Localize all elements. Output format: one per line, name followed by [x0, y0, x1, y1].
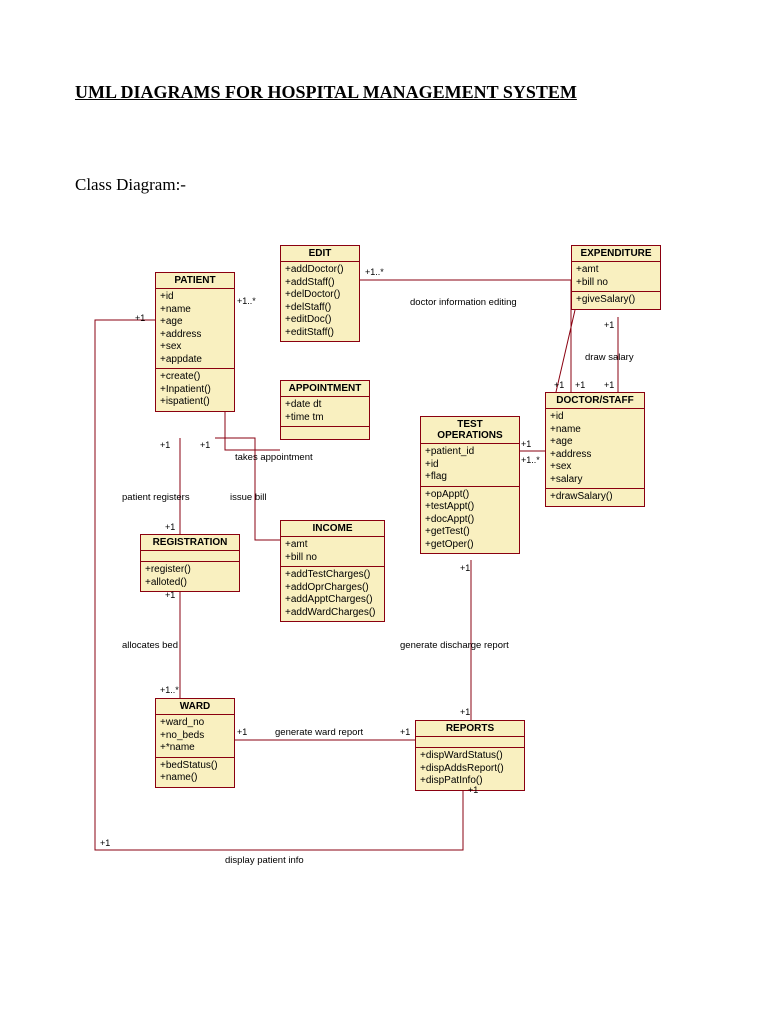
class-edit: EDIT +addDoctor() +addStaff() +delDoctor…: [280, 245, 360, 342]
class-title: EDIT: [281, 246, 359, 262]
multiplicity: +1..*: [521, 455, 540, 465]
class-attrs: [416, 737, 524, 748]
connector-layer: [0, 0, 768, 1024]
class-testops: TEST OPERATIONS +patient_id +id +flag +o…: [420, 416, 520, 554]
rel-label: generate discharge report: [400, 640, 509, 651]
class-attrs: +date dt +time tm: [281, 397, 369, 427]
class-ward: WARD +ward_no +no_beds +*name +bedStatus…: [155, 698, 235, 788]
class-title: REGISTRATION: [141, 535, 239, 551]
class-income: INCOME +amt +bill no +addTestCharges() +…: [280, 520, 385, 622]
multiplicity: +1: [160, 440, 170, 450]
class-ops: +dispWardStatus() +dispAddsReport() +dis…: [416, 748, 524, 790]
class-attrs: +amt +bill no: [572, 262, 660, 292]
multiplicity: +1: [100, 838, 110, 848]
rel-label: display patient info: [225, 855, 304, 866]
rel-label: issue bill: [230, 492, 266, 503]
multiplicity: +1: [135, 313, 145, 323]
class-ops: [281, 427, 369, 439]
multiplicity: +1: [575, 380, 585, 390]
class-ops: +bedStatus() +name(): [156, 758, 234, 787]
class-ops: +create() +Inpatient() +ispatient(): [156, 369, 234, 411]
class-title: WARD: [156, 699, 234, 715]
multiplicity: +1..*: [160, 685, 179, 695]
class-title: EXPENDITURE: [572, 246, 660, 262]
multiplicity: +1..*: [237, 296, 256, 306]
multiplicity: +1: [165, 590, 175, 600]
class-attrs: +amt +bill no: [281, 537, 384, 567]
class-title: REPORTS: [416, 721, 524, 737]
multiplicity: +1: [460, 563, 470, 573]
class-ops: +opAppt() +testAppt() +docAppt() +getTes…: [421, 487, 519, 554]
class-doctor: DOCTOR/STAFF +id +name +age +address +se…: [545, 392, 645, 507]
class-attrs: [141, 551, 239, 562]
rel-label: patient registers: [122, 492, 190, 503]
multiplicity: +1: [468, 785, 478, 795]
class-attrs: +patient_id +id +flag: [421, 444, 519, 487]
multiplicity: +1: [460, 707, 470, 717]
class-title: DOCTOR/STAFF: [546, 393, 644, 409]
class-title: INCOME: [281, 521, 384, 537]
class-ops: +addDoctor() +addStaff() +delDoctor() +d…: [281, 262, 359, 341]
class-registration: REGISTRATION +register() +alloted(): [140, 534, 240, 592]
class-attrs: +id +name +age +address +sex +salary: [546, 409, 644, 489]
multiplicity: +1: [165, 522, 175, 532]
class-ops: +drawSalary(): [546, 489, 644, 506]
multiplicity: +1: [400, 727, 410, 737]
rel-label: doctor information editing: [410, 297, 517, 308]
class-ops: +addTestCharges() +addOprCharges() +addA…: [281, 567, 384, 621]
page-root: UML DIAGRAMS FOR HOSPITAL MANAGEMENT SYS…: [0, 0, 768, 1024]
class-ops: +register() +alloted(): [141, 562, 239, 591]
class-attrs: +ward_no +no_beds +*name: [156, 715, 234, 758]
class-ops: +giveSalary(): [572, 292, 660, 309]
multiplicity: +1: [604, 320, 614, 330]
class-expenditure: EXPENDITURE +amt +bill no +giveSalary(): [571, 245, 661, 310]
class-appointment: APPOINTMENT +date dt +time tm: [280, 380, 370, 440]
rel-label: draw salary: [585, 352, 634, 363]
multiplicity: +1: [521, 439, 531, 449]
class-title: PATIENT: [156, 273, 234, 289]
multiplicity: +1: [237, 727, 247, 737]
class-title: TEST OPERATIONS: [421, 417, 519, 444]
class-patient: PATIENT +id +name +age +address +sex +ap…: [155, 272, 235, 412]
multiplicity: +1: [554, 380, 564, 390]
rel-label: takes appointment: [235, 452, 313, 463]
multiplicity: +1: [604, 380, 614, 390]
class-attrs: +id +name +age +address +sex +appdate: [156, 289, 234, 369]
rel-label: generate ward report: [275, 727, 363, 738]
multiplicity: +1: [200, 440, 210, 450]
class-reports: REPORTS +dispWardStatus() +dispAddsRepor…: [415, 720, 525, 791]
multiplicity: +1..*: [365, 267, 384, 277]
class-title: APPOINTMENT: [281, 381, 369, 397]
rel-label: allocates bed: [122, 640, 178, 651]
